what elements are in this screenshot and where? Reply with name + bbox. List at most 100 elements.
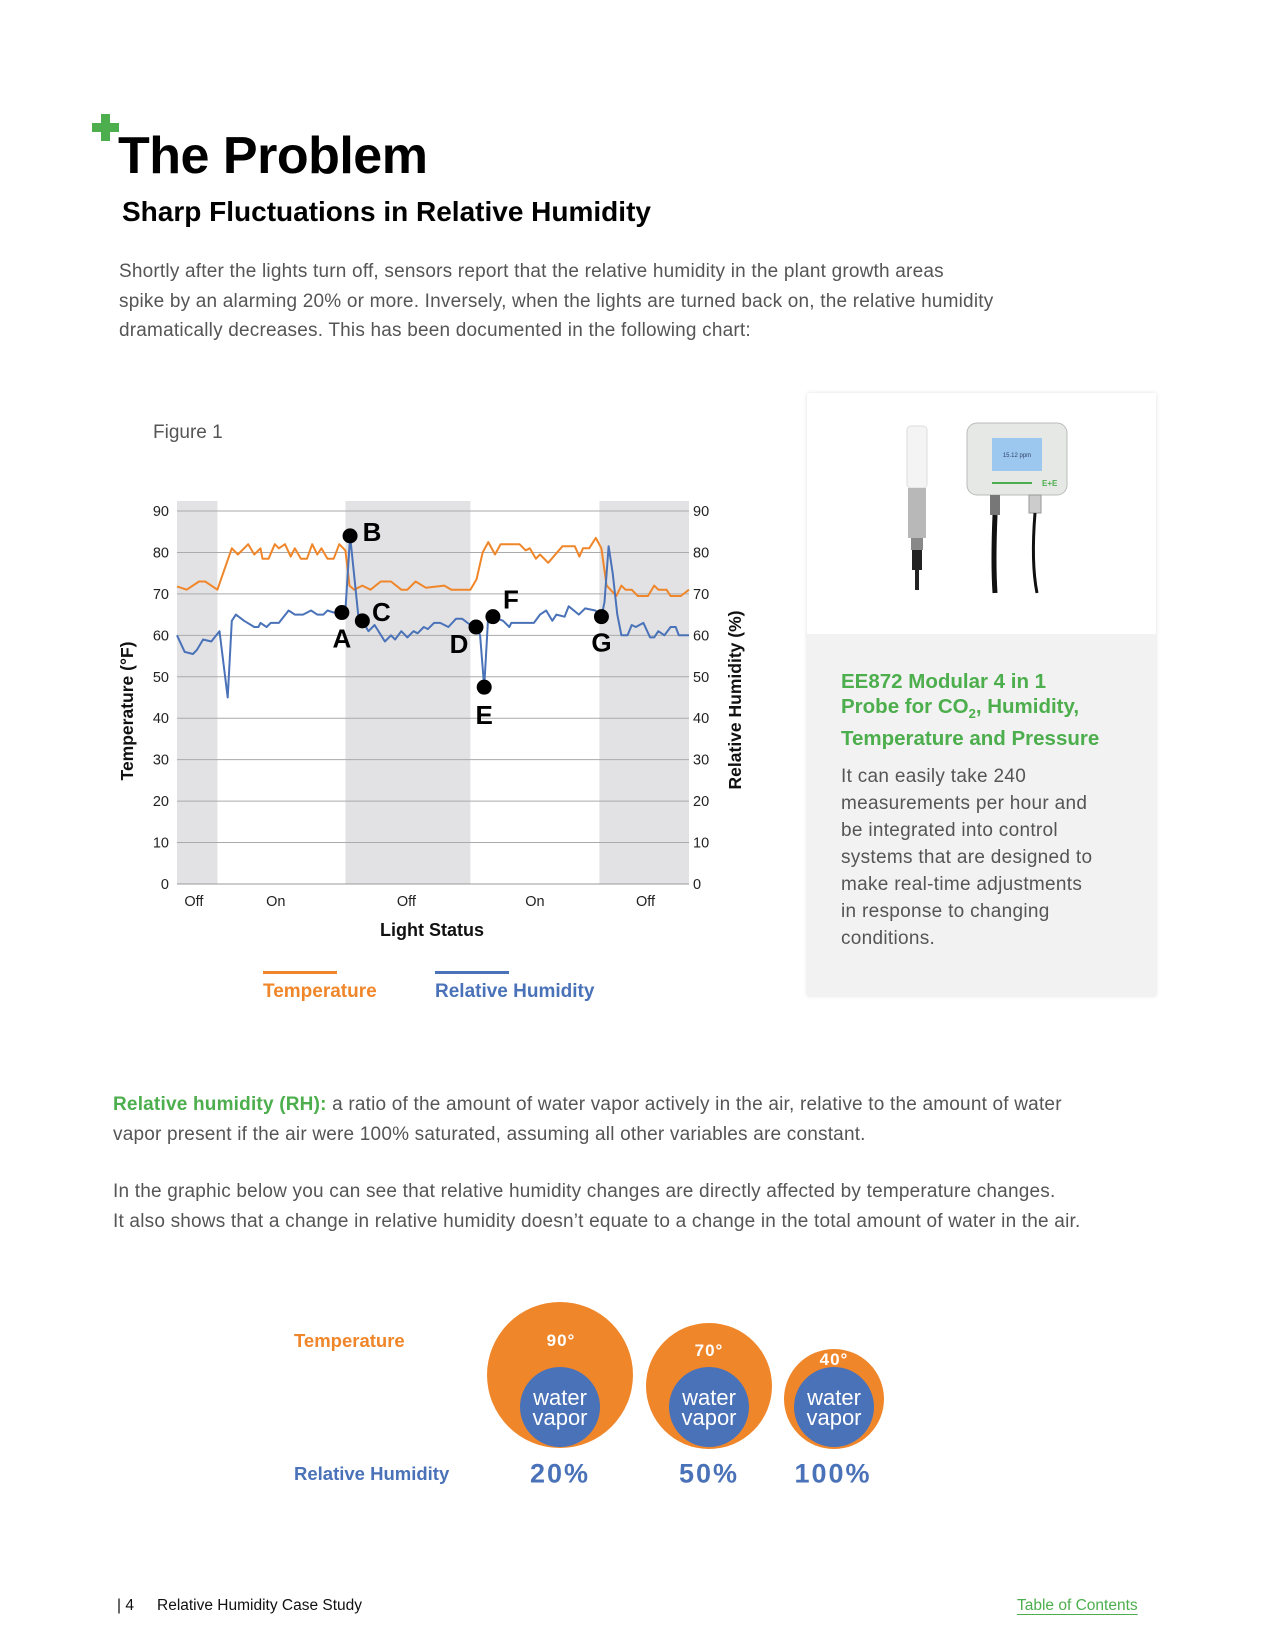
wv-line: vapor — [532, 1405, 588, 1430]
sensor-device-illustration: 15.12 ppm E+E — [906, 422, 1068, 594]
lights-off-band — [345, 501, 471, 884]
water-vapor-circle — [669, 1367, 749, 1447]
y-tick-label-left: 90 — [153, 504, 169, 520]
annotation-point-f — [485, 609, 501, 625]
product-title-line: Probe for CO2, Humidity, — [841, 694, 1141, 726]
definition-line: Relative humidity (RH): a ratio of the a… — [113, 1090, 1062, 1120]
product-title-line: Temperature and Pressure — [841, 727, 1100, 751]
annotation-point-g — [593, 609, 609, 625]
page-title: The Problem — [118, 127, 428, 185]
y-tick-label-right: 70 — [693, 587, 709, 603]
annotation-label-b: B — [363, 517, 382, 547]
legend-rh-swatch — [435, 971, 509, 974]
explanation-line: It also shows that a change in relative … — [113, 1210, 1081, 1232]
bubble-temperature-label: Temperature — [294, 1330, 405, 1351]
lights-off-band — [599, 501, 689, 884]
product-description: It can easily take 240 measurements per … — [841, 763, 1131, 952]
water-vapor-circle — [794, 1367, 874, 1447]
lights-off-band — [177, 501, 218, 884]
water-vapor-circle — [520, 1367, 600, 1447]
x-tick-label: On — [525, 894, 544, 910]
annotation-label-c: C — [372, 597, 391, 627]
y-tick-label-right: 10 — [693, 836, 709, 852]
wv-line: water — [682, 1385, 736, 1410]
y-tick-label-right: 80 — [693, 545, 709, 561]
intro-line: dramatically decreases. This has been do… — [119, 320, 751, 341]
y-tick-label-right: 40 — [693, 711, 709, 727]
explanation-line: In the graphic below you can see that re… — [113, 1181, 1056, 1202]
desc-line: measurements per hour and — [841, 793, 1088, 814]
page-number: | 4 — [117, 1597, 134, 1614]
intro-line: Shortly after the lights turn off, senso… — [119, 261, 944, 282]
annotation-point-d — [468, 619, 484, 635]
rh-value: 50% — [678, 1458, 740, 1489]
wv-line: vapor — [806, 1405, 862, 1430]
annotation-point-e — [476, 679, 492, 695]
product-title: EE872 Modular 4 in 1 Probe for CO2, Humi… — [841, 669, 1141, 751]
temperature-value: 90° — [546, 1331, 576, 1350]
x-tick-label: Off — [184, 894, 204, 910]
desc-line: be integrated into control — [841, 820, 1058, 841]
title-text: , Humidity, — [975, 695, 1080, 718]
y-tick-label-left: 10 — [153, 836, 169, 852]
x-tick-label: Off — [397, 894, 417, 910]
legend-temperature-swatch — [263, 971, 337, 974]
y-tick-label-left: 80 — [153, 545, 169, 561]
temperature-value: 70° — [694, 1341, 724, 1360]
water-vapor-text: water vapor — [806, 1385, 862, 1430]
y-tick-label-right: 90 — [693, 504, 709, 520]
definition-term: Relative humidity (RH): — [113, 1094, 327, 1115]
figure-label: Figure 1 — [153, 422, 223, 443]
y-tick-label-right: 30 — [693, 753, 709, 769]
wv-line: water — [807, 1385, 861, 1410]
y-axis-right-title: Relative Humidity (%) — [725, 611, 745, 790]
svg-text:15.12 ppm: 15.12 ppm — [1003, 453, 1031, 459]
title-text: Probe for CO — [841, 695, 969, 718]
y-tick-label-left: 0 — [161, 877, 169, 893]
annotation-label-a: A — [332, 624, 351, 654]
device-logo: E+E — [1042, 479, 1058, 488]
intro-paragraph: Shortly after the lights turn off, senso… — [119, 257, 993, 346]
y-tick-label-left: 60 — [153, 628, 169, 644]
annotation-label-f: F — [503, 585, 519, 615]
y-tick-label-right: 50 — [693, 670, 709, 686]
rh-value: 100% — [794, 1458, 872, 1489]
annotation-point-b — [342, 528, 358, 544]
x-tick-label: Off — [636, 894, 656, 910]
desc-line: conditions. — [841, 928, 936, 949]
series-line-temperature — [176, 536, 690, 597]
table-of-contents-link[interactable]: Table of Contents — [1017, 1597, 1138, 1614]
page-subtitle: Sharp Fluctuations in Relative Humidity — [122, 196, 651, 227]
x-axis-title: Light Status — [380, 920, 484, 940]
annotation-label-g: G — [591, 628, 611, 658]
wv-line: water — [533, 1385, 587, 1410]
y-tick-label-left: 50 — [153, 670, 169, 686]
product-image: 15.12 ppm E+E — [807, 393, 1156, 634]
rh-definition: Relative humidity (RH): a ratio of the a… — [113, 1090, 1062, 1149]
y-tick-label-left: 20 — [153, 794, 169, 810]
y-axis-left-title: Temperature (°F) — [117, 642, 137, 781]
product-card: 15.12 ppm E+E EE872 Modular 4 in 1 Probe… — [807, 393, 1156, 996]
annotation-point-a — [334, 605, 350, 621]
definition-text: a ratio of the amount of water vapor act… — [326, 1094, 1062, 1115]
explanation-paragraph: In the graphic below you can see that re… — [113, 1177, 1080, 1236]
y-tick-label-right: 0 — [693, 877, 701, 893]
desc-line: make real-time adjustments — [841, 874, 1083, 895]
x-tick-label: On — [266, 894, 285, 910]
rh-value: 20% — [529, 1458, 591, 1489]
y-tick-label-right: 20 — [693, 794, 709, 810]
annotation-point-c — [354, 613, 370, 629]
y-tick-label-left: 70 — [153, 587, 169, 603]
water-vapor-text: water vapor — [532, 1385, 588, 1430]
annotation-label-d: D — [450, 629, 469, 659]
definition-line: vapor present if the air were 100% satur… — [113, 1123, 866, 1145]
y-tick-label-left: 40 — [153, 711, 169, 727]
desc-line: systems that are designed to — [841, 847, 1093, 868]
desc-line: in response to changing — [841, 901, 1050, 922]
bubble-rh-label: Relative Humidity — [294, 1463, 450, 1484]
y-tick-label-left: 30 — [153, 753, 169, 769]
footer-doc-title: Relative Humidity Case Study — [157, 1597, 363, 1614]
y-tick-label-right: 60 — [693, 628, 709, 644]
product-title-line: EE872 Modular 4 in 1 — [841, 670, 1047, 693]
